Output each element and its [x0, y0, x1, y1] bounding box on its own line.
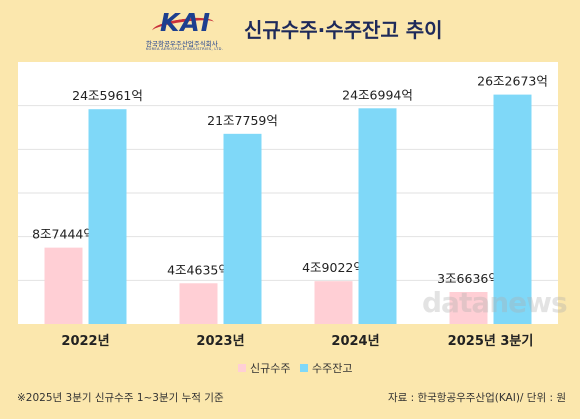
category-label-0: 2022년 — [61, 334, 110, 349]
bar-backlog-3 — [493, 94, 532, 324]
category-label-2: 2024년 — [331, 334, 380, 349]
bar-new-orders-0 — [44, 247, 83, 324]
data-label-new-orders-0: 8조7444억 — [32, 227, 95, 242]
watermark: datanews — [422, 286, 568, 319]
bar-backlog-2 — [358, 108, 397, 324]
bar-chart: 8조7444억 24조5961억 4조4635억 21조7759억 4조9022억 24조… — [18, 74, 558, 324]
plot-area: 8조7444억 24조5961억 4조4635억 21조7759억 4조9022억 24조… — [18, 62, 558, 324]
chart-title: 신규수주·수주잔고 추이 — [244, 18, 443, 42]
data-label-new-orders-3: 3조6636억 — [437, 271, 500, 286]
bar-new-orders-3 — [449, 292, 488, 324]
logo-english-name: KOREA AEROSPACE INDUSTRIES, LTD. — [146, 47, 224, 51]
data-label-new-orders-2: 4조9022억 — [302, 260, 365, 275]
data-label-backlog-3: 26조2673억 — [477, 74, 548, 89]
legend-label-new-orders: 신규수주 — [250, 362, 291, 375]
legend-swatch-backlog — [300, 364, 308, 372]
bar-backlog-0 — [88, 109, 127, 324]
source-note: 자료 : 한국항공우주산업(KAI)/ 단위 : 원 — [387, 392, 566, 404]
bar-new-orders-2 — [314, 281, 353, 324]
data-label-backlog-2: 24조6994억 — [342, 87, 413, 102]
legend-swatch-new-orders — [238, 364, 246, 372]
logo-mark: KAI — [160, 8, 212, 37]
data-label-backlog-0: 24조5961억 — [72, 88, 143, 103]
bar-new-orders-1 — [179, 283, 218, 324]
logo-korean-name: 한국항공우주산업주식회사 — [146, 40, 218, 48]
category-label-1: 2023년 — [196, 334, 245, 349]
category-label-3: 2025년 3분기 — [447, 334, 534, 349]
legend-item-new-orders: 신규수주 — [238, 360, 290, 376]
bar-backlog-1 — [223, 133, 262, 324]
data-label-backlog-1: 21조7759억 — [207, 113, 278, 128]
data-label-new-orders-1: 4조4635억 — [167, 262, 230, 277]
legend-item-backlog: 수주잔고 — [300, 360, 352, 376]
legend: 신규수주 수주잔고 — [0, 360, 580, 376]
kai-logo: KAI 한국항공우주산업주식회사 KOREA AEROSPACE INDUSTR… — [146, 8, 236, 52]
footnote: ※2025년 3분기 신규수주 1~3분기 누적 기준 — [17, 392, 224, 404]
header: KAI 한국항공우주산업주식회사 KOREA AEROSPACE INDUSTR… — [0, 0, 580, 52]
legend-label-backlog: 수주잔고 — [312, 362, 353, 375]
